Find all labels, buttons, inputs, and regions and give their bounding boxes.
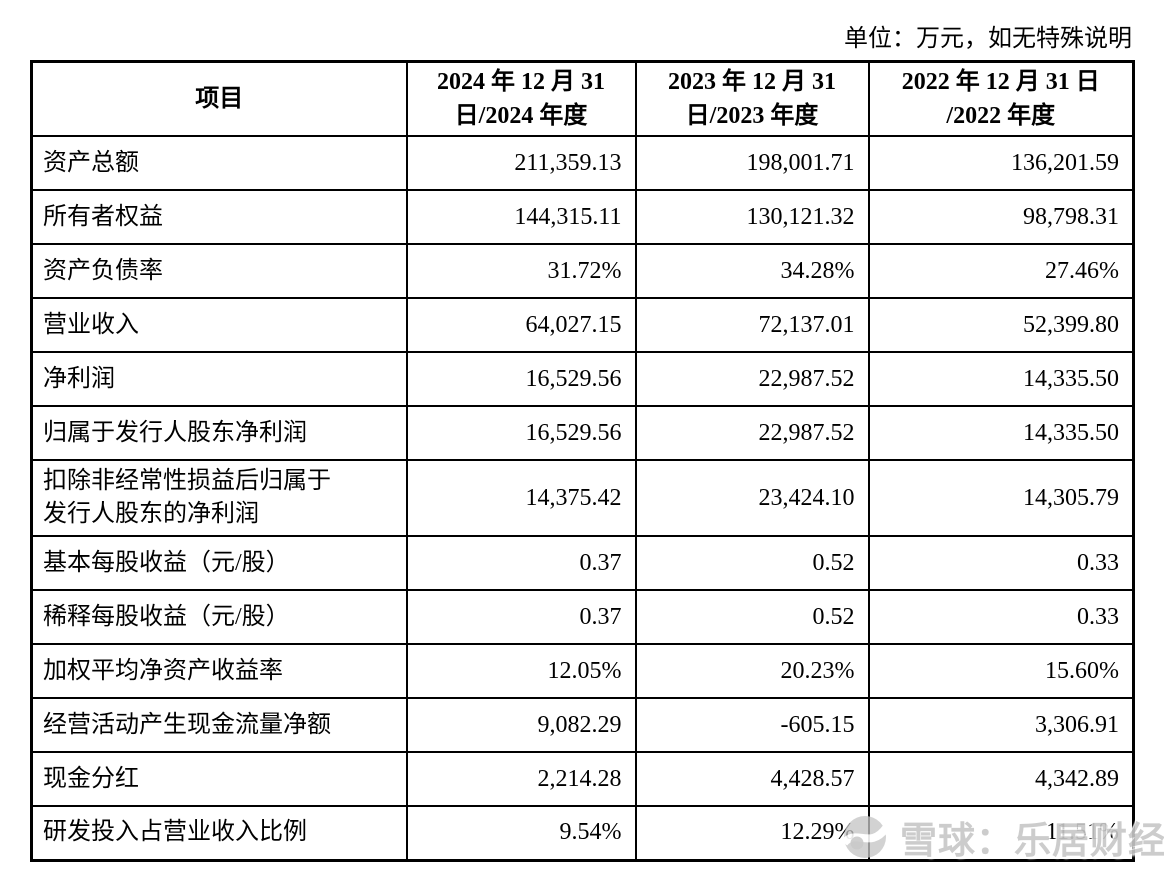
table-row: 加权平均净资产收益率 12.05% 20.23% 15.60%	[30, 643, 1135, 699]
value-2022: 52,399.80	[867, 297, 1135, 353]
value-2022: 11.51%	[867, 805, 1135, 861]
header-2024: 2024 年 12 月 31 日/2024 年度	[405, 60, 637, 137]
table-row: 经营活动产生现金流量净额 9,082.29 -605.15 3,306.91	[30, 697, 1135, 753]
header-2022: 2022 年 12 月 31 日 /2022 年度	[867, 60, 1135, 137]
table-row: 稀释每股收益（元/股） 0.37 0.52 0.33	[30, 589, 1135, 645]
value-2022: 14,335.50	[867, 405, 1135, 461]
value-2024: 2,214.28	[405, 751, 637, 807]
value-2024: 144,315.11	[405, 189, 637, 245]
value-2023: 72,137.01	[634, 297, 870, 353]
value-2022: 0.33	[867, 589, 1135, 645]
value-2023: 0.52	[634, 535, 870, 591]
value-2023: 4,428.57	[634, 751, 870, 807]
value-2023: 34.28%	[634, 243, 870, 299]
value-2022: 98,798.31	[867, 189, 1135, 245]
financial-summary-table: 项目 2024 年 12 月 31 日/2024 年度 2023 年 12 月 …	[30, 60, 1135, 862]
row-label: 资产负债率	[30, 243, 408, 299]
row-label: 加权平均净资产收益率	[30, 643, 408, 699]
value-2023: -605.15	[634, 697, 870, 753]
value-2024: 0.37	[405, 535, 637, 591]
value-2024: 14,375.42	[405, 459, 637, 537]
value-2023: 0.52	[634, 589, 870, 645]
value-2024: 31.72%	[405, 243, 637, 299]
value-2024: 0.37	[405, 589, 637, 645]
header-2023: 2023 年 12 月 31 日/2023 年度	[634, 60, 870, 137]
row-label: 经营活动产生现金流量净额	[30, 697, 408, 753]
value-2023: 23,424.10	[634, 459, 870, 537]
value-2024: 12.05%	[405, 643, 637, 699]
row-label: 所有者权益	[30, 189, 408, 245]
row-label: 营业收入	[30, 297, 408, 353]
value-2024: 16,529.56	[405, 351, 637, 407]
value-2023: 12.29%	[634, 805, 870, 861]
value-2022: 27.46%	[867, 243, 1135, 299]
value-2023: 20.23%	[634, 643, 870, 699]
value-2024: 64,027.15	[405, 297, 637, 353]
table-row: 资产总额 211,359.13 198,001.71 136,201.59	[30, 135, 1135, 191]
unit-note: 单位：万元，如无特殊说明	[844, 26, 1132, 52]
table-header-row: 项目 2024 年 12 月 31 日/2024 年度 2023 年 12 月 …	[30, 60, 1135, 137]
row-label: 基本每股收益（元/股）	[30, 535, 408, 591]
value-2023: 22,987.52	[634, 405, 870, 461]
value-2022: 14,305.79	[867, 459, 1135, 537]
value-2022: 3,306.91	[867, 697, 1135, 753]
table-row: 研发投入占营业收入比例 9.54% 12.29% 11.51%	[30, 805, 1135, 861]
value-2023: 130,121.32	[634, 189, 870, 245]
table-row: 所有者权益 144,315.11 130,121.32 98,798.31	[30, 189, 1135, 245]
row-label: 扣除非经常性损益后归属于 发行人股东的净利润	[30, 459, 408, 537]
value-2024: 211,359.13	[405, 135, 637, 191]
row-label: 稀释每股收益（元/股）	[30, 589, 408, 645]
value-2022: 15.60%	[867, 643, 1135, 699]
value-2024: 9.54%	[405, 805, 637, 861]
table-row: 营业收入 64,027.15 72,137.01 52,399.80	[30, 297, 1135, 353]
header-item: 项目	[30, 60, 408, 137]
row-label: 归属于发行人股东净利润	[30, 405, 408, 461]
value-2023: 198,001.71	[634, 135, 870, 191]
row-label: 现金分红	[30, 751, 408, 807]
table-row: 扣除非经常性损益后归属于 发行人股东的净利润 14,375.42 23,424.…	[30, 459, 1135, 537]
table-row: 现金分红 2,214.28 4,428.57 4,342.89	[30, 751, 1135, 807]
value-2022: 0.33	[867, 535, 1135, 591]
value-2022: 136,201.59	[867, 135, 1135, 191]
row-label: 资产总额	[30, 135, 408, 191]
row-label: 研发投入占营业收入比例	[30, 805, 408, 861]
table-row: 归属于发行人股东净利润 16,529.56 22,987.52 14,335.5…	[30, 405, 1135, 461]
table-row: 资产负债率 31.72% 34.28% 27.46%	[30, 243, 1135, 299]
value-2024: 9,082.29	[405, 697, 637, 753]
value-2024: 16,529.56	[405, 405, 637, 461]
table-row: 基本每股收益（元/股） 0.37 0.52 0.33	[30, 535, 1135, 591]
value-2023: 22,987.52	[634, 351, 870, 407]
table-row: 净利润 16,529.56 22,987.52 14,335.50	[30, 351, 1135, 407]
value-2022: 14,335.50	[867, 351, 1135, 407]
row-label: 净利润	[30, 351, 408, 407]
value-2022: 4,342.89	[867, 751, 1135, 807]
